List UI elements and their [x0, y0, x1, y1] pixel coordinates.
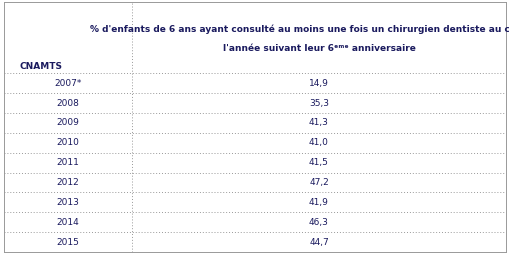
- Text: 14,9: 14,9: [308, 79, 328, 88]
- Text: 35,3: 35,3: [308, 99, 328, 107]
- Text: 44,7: 44,7: [308, 237, 328, 247]
- Text: 2011: 2011: [56, 158, 79, 167]
- Text: 47,2: 47,2: [308, 178, 328, 187]
- Text: 2012: 2012: [56, 178, 79, 187]
- Text: 41,9: 41,9: [308, 198, 328, 207]
- Text: 41,0: 41,0: [308, 138, 328, 147]
- Text: CNAMTS: CNAMTS: [19, 62, 62, 71]
- Text: 2014: 2014: [56, 218, 79, 227]
- Text: 2015: 2015: [56, 237, 79, 247]
- Text: 2010: 2010: [56, 138, 79, 147]
- Text: 46,3: 46,3: [308, 218, 328, 227]
- Text: 41,5: 41,5: [308, 158, 328, 167]
- Text: 2007*: 2007*: [54, 79, 81, 88]
- Text: 2008: 2008: [56, 99, 79, 107]
- Text: l'année suivant leur 6ᵉᵐᵉ anniversaire: l'année suivant leur 6ᵉᵐᵉ anniversaire: [222, 44, 415, 53]
- Text: 2009: 2009: [56, 118, 79, 128]
- Text: % d'enfants de 6 ans ayant consulté au moins une fois un chirurgien dentiste au : % d'enfants de 6 ans ayant consulté au m…: [90, 24, 509, 34]
- Text: 41,3: 41,3: [308, 118, 328, 128]
- Text: 2013: 2013: [56, 198, 79, 207]
